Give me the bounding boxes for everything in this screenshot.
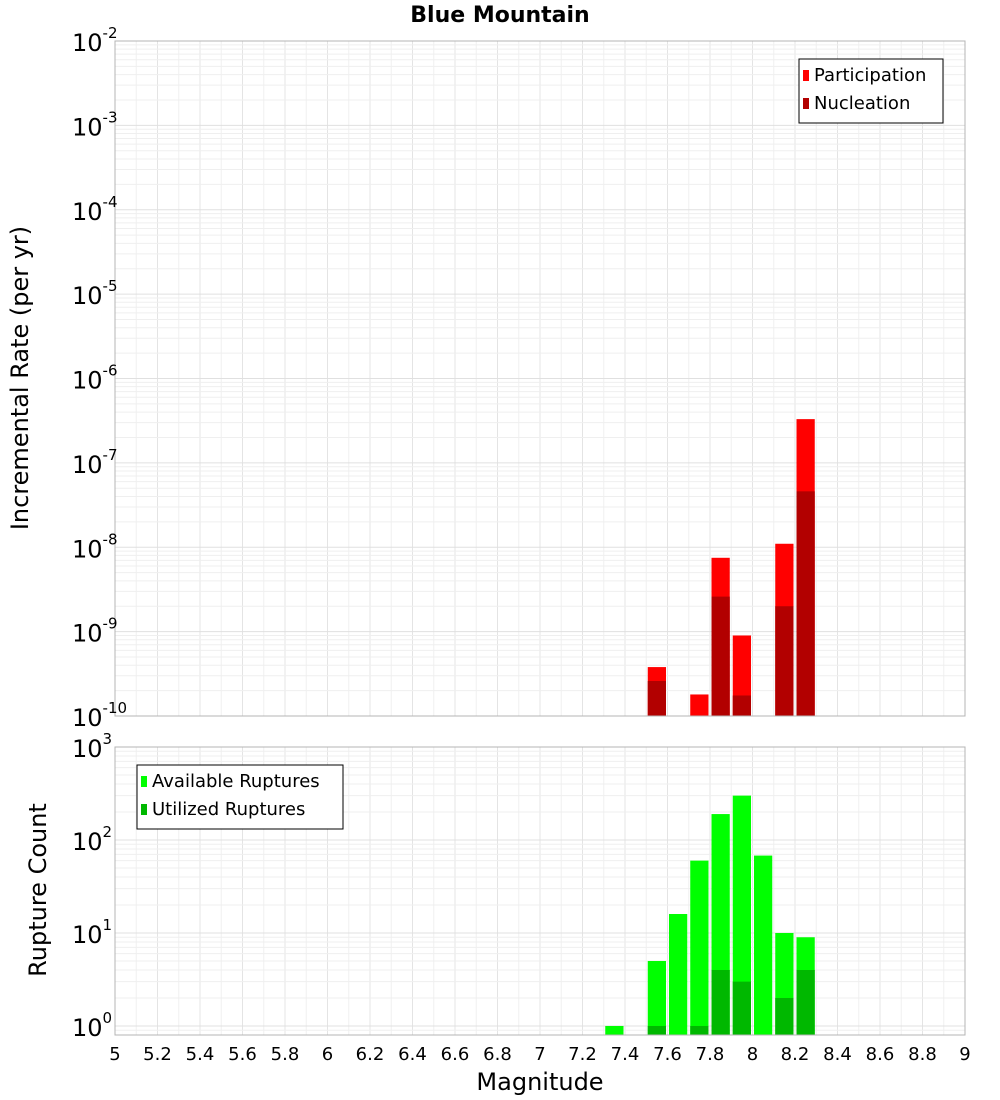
x-tick-label: 7.8: [696, 1044, 725, 1065]
y-tick-label: 102: [72, 823, 112, 856]
x-tick-label: 8.2: [781, 1044, 810, 1065]
utilized-ruptures-bar: [647, 1025, 666, 1035]
top-y-axis-label: Incremental Rate (per yr): [6, 226, 34, 530]
top-legend: Participation Nucleation: [798, 58, 944, 124]
y-tick-label: 103: [72, 730, 112, 763]
bottom-bars: [605, 795, 815, 1035]
nucleation-bar: [775, 606, 794, 716]
legend-swatch: [141, 804, 147, 815]
bottom-panel: 103 102 101 100 Available Ruptures Utilized R…: [72, 730, 966, 1042]
x-tick-label: 8.8: [908, 1044, 937, 1065]
legend-box: [798, 58, 944, 124]
bottom-y-axis-label: Rupture Count: [24, 803, 52, 977]
x-tick-label: 6.8: [483, 1044, 512, 1065]
y-tick-label: 100: [72, 1009, 112, 1042]
nucleation-bar: [711, 596, 730, 716]
participation-bar: [690, 694, 709, 716]
y-tick-label: 10-10: [72, 699, 127, 732]
utilized-ruptures-bar: [711, 969, 730, 1035]
x-tick-label: 7.2: [568, 1044, 597, 1065]
available-ruptures-bar: [605, 1025, 624, 1035]
x-tick-label: 5.8: [271, 1044, 300, 1065]
x-tick-label: 7.4: [611, 1044, 640, 1065]
y-tick-label: 10-3: [72, 108, 118, 141]
x-tick-label: 7: [534, 1044, 545, 1065]
chart-title: Blue Mountain: [410, 3, 589, 28]
utilized-ruptures-bar: [796, 969, 815, 1035]
bottom-y-tick-labels: 103 102 101 100: [72, 730, 112, 1042]
x-tick-label: 8.4: [823, 1044, 852, 1065]
legend-label: Nucleation: [814, 93, 910, 114]
x-tick-label: 8.6: [866, 1044, 895, 1065]
utilized-ruptures-bar: [732, 981, 751, 1035]
available-ruptures-bar: [669, 914, 688, 1035]
top-y-tick-labels: 10-2 10-3 10-4 10-5 10-6 10-7 10-8 10-9 10-10: [72, 24, 127, 732]
nucleation-bar: [796, 491, 815, 716]
top-gridlines: [114, 41, 966, 717]
available-ruptures-bar: [647, 960, 666, 1035]
available-ruptures-bar: [690, 860, 709, 1035]
x-tick-label: 8: [747, 1044, 758, 1065]
x-tick-label: 5.4: [186, 1044, 215, 1065]
available-ruptures-bar: [732, 795, 751, 1035]
x-tick-label: 6.2: [356, 1044, 385, 1065]
utilized-ruptures-bar: [775, 997, 794, 1035]
x-tick-label: 5: [109, 1044, 120, 1065]
bottom-legend: Available Ruptures Utilized Ruptures: [136, 764, 344, 830]
x-tick-label: 5.2: [143, 1044, 172, 1065]
x-tick-label: 9: [959, 1044, 970, 1065]
y-tick-label: 10-9: [72, 615, 118, 648]
y-tick-label: 10-6: [72, 362, 118, 395]
nucleation-bar: [647, 680, 666, 716]
x-axis-label: Magnitude: [476, 1068, 603, 1096]
y-tick-label: 10-8: [72, 530, 118, 563]
bottom-plot-frame: [114, 746, 966, 1036]
x-tick-label: 6.4: [398, 1044, 427, 1065]
top-bars: [647, 419, 815, 716]
x-tick-label: 6.6: [441, 1044, 470, 1065]
available-ruptures-bar: [754, 855, 773, 1035]
legend-label: Participation: [814, 65, 926, 86]
x-tick-labels: 5 5.2 5.4 5.6 5.8 6 6.2 6.4 6.6 6.8 7 7.2 7.4 7.6 7.8 8…: [109, 1044, 970, 1065]
x-tick-label: 5.6: [228, 1044, 257, 1065]
top-panel: 10-2 10-3 10-4 10-5 10-6 10-7 10-8 10-9 10-10 Par…: [72, 24, 966, 732]
legend-label: Utilized Ruptures: [152, 799, 305, 820]
y-tick-label: 10-5: [72, 277, 118, 310]
y-tick-label: 10-7: [72, 446, 118, 479]
nucleation-bar: [732, 695, 751, 716]
y-tick-label: 10-4: [72, 193, 118, 226]
utilized-ruptures-bar: [690, 1025, 709, 1035]
legend-label: Available Ruptures: [152, 771, 320, 792]
top-plot-frame: [114, 40, 966, 717]
y-tick-label: 101: [72, 916, 112, 949]
legend-swatch: [141, 776, 147, 787]
y-tick-label: 10-2: [72, 24, 118, 57]
x-tick-label: 6: [322, 1044, 333, 1065]
legend-swatch: [803, 98, 809, 109]
x-tick-label: 7.6: [653, 1044, 682, 1065]
legend-swatch: [803, 70, 809, 81]
legend-box: [136, 764, 344, 830]
